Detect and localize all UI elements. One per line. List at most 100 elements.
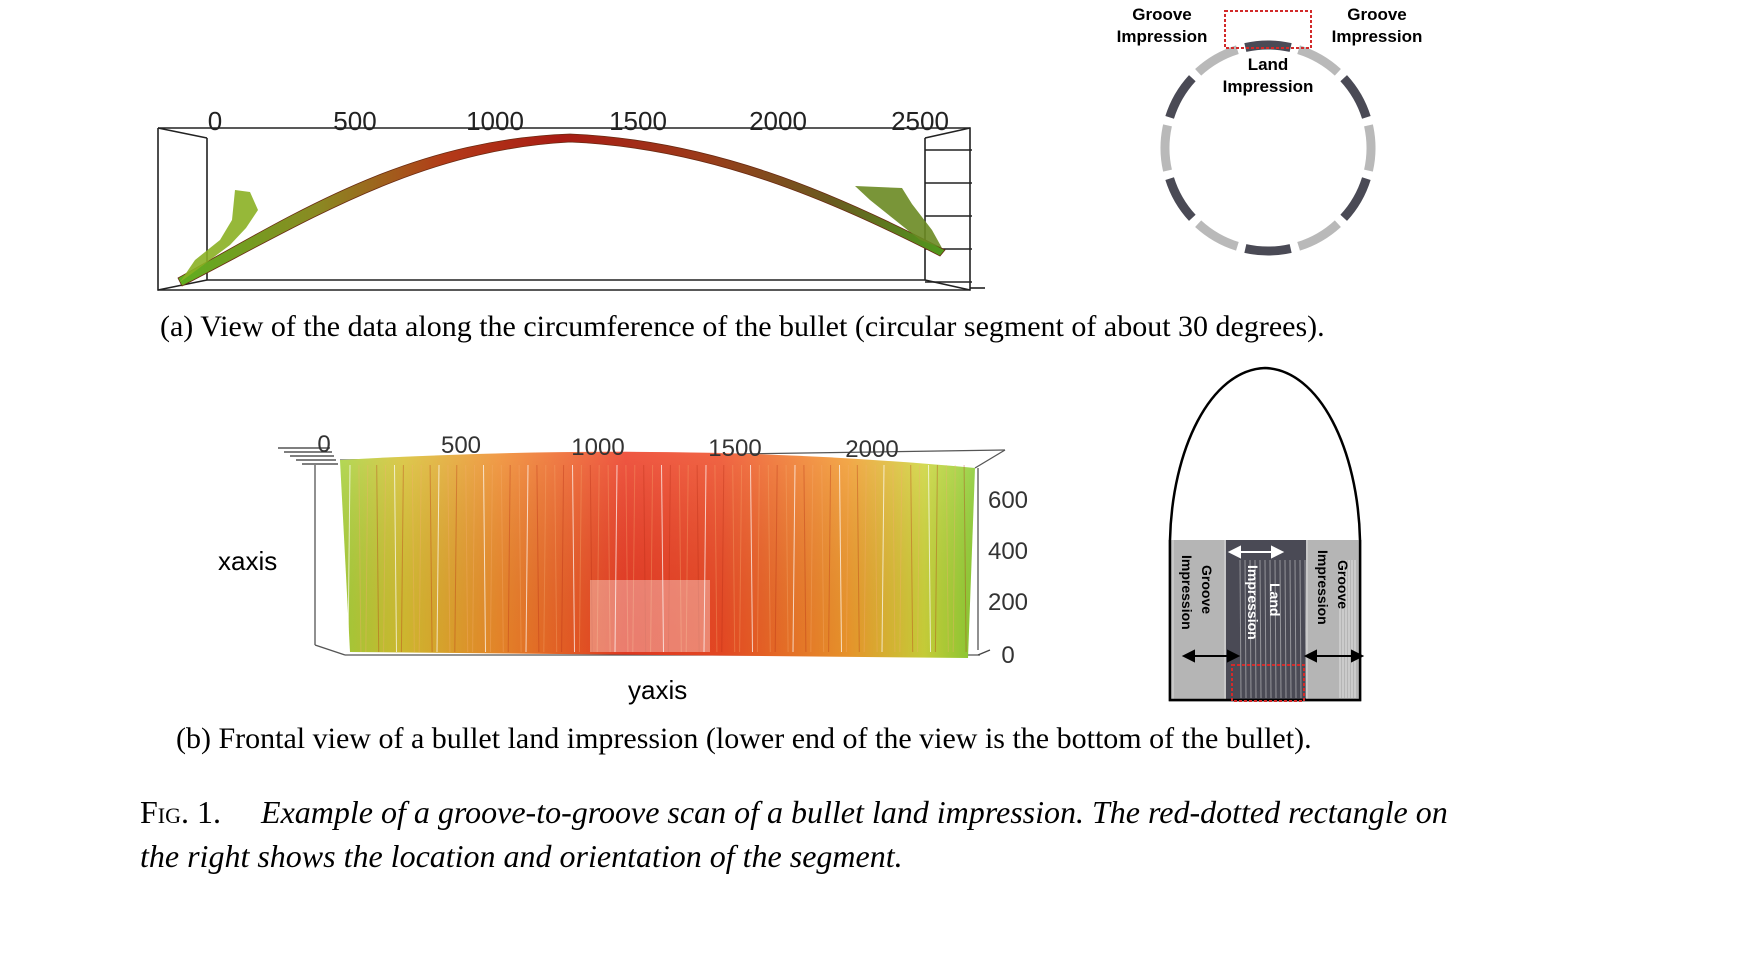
striation-line — [803, 464, 807, 653]
ring-groove-segment — [1297, 220, 1341, 251]
panel-b-x-tick-label: 2000 — [845, 436, 898, 463]
bullet-stripe — [1244, 559, 1247, 699]
ring-land-segment — [1340, 75, 1371, 119]
bullet-groove-right-labels: Impression Groove — [1315, 550, 1351, 625]
bullet-groove-left-label-2: Impression — [1179, 555, 1195, 630]
ring-land-segment — [1165, 75, 1196, 119]
striation-line — [483, 464, 486, 653]
bullet-stripe — [1254, 559, 1257, 699]
circle-groove-left-label-2: Impression — [1117, 27, 1208, 46]
panel-a-x-tick-label: 2000 — [749, 106, 807, 136]
striation-line — [881, 464, 885, 653]
striation-line — [418, 464, 422, 653]
striation-line — [721, 464, 725, 653]
ring-groove-segment — [1195, 220, 1239, 251]
circle-land-label-2: Impression — [1223, 77, 1314, 96]
panel-b-ylabel: xaxis — [218, 546, 278, 576]
bullet-stripe — [1274, 559, 1277, 699]
bullet-land-band-left — [1174, 540, 1224, 700]
striation-line — [892, 464, 896, 653]
striation-line — [696, 464, 700, 653]
striation-line — [750, 464, 753, 653]
striation-line — [465, 464, 469, 653]
striation-line — [714, 464, 718, 653]
striation-line — [934, 464, 938, 653]
striation-line — [821, 464, 825, 653]
figure-caption: Fig. 1. Example of a groove-to-groove sc… — [140, 790, 1460, 878]
striation-line — [917, 464, 921, 653]
bullet-striations — [1239, 559, 1356, 699]
bullet-stripe — [1239, 559, 1242, 699]
striation-line — [661, 464, 664, 653]
striation-line — [874, 464, 878, 653]
bullet-stripe — [1299, 559, 1302, 699]
striation-line — [928, 464, 931, 653]
figure-caption-label: Fig. 1. — [140, 794, 222, 830]
striation-line — [963, 464, 967, 653]
panel-a-x-tick-label: 1000 — [466, 106, 524, 136]
panel-b-striations — [347, 464, 967, 653]
circle-land-label-1: Land — [1248, 55, 1289, 74]
striation-line — [429, 464, 433, 653]
panel-b-z-tick-label: 600 — [988, 487, 1028, 514]
figure-caption-text: Example of a groove-to-groove scan of a … — [140, 794, 1448, 874]
bullet-stripe — [1289, 559, 1292, 699]
striation-line — [554, 464, 558, 653]
striation-line — [810, 464, 814, 653]
panel-a-right-shoulder — [855, 186, 942, 248]
striation-line — [667, 464, 671, 653]
ring-groove-segment — [1195, 45, 1239, 76]
striation-line — [774, 464, 778, 653]
panel-b-x-tick-label: 500 — [441, 432, 481, 459]
panel-a-box — [157, 127, 985, 291]
panel-a-x-ticks: 0 500 1000 1500 2000 2500 — [208, 106, 949, 136]
ring-groove-segment — [1160, 124, 1172, 172]
panel-a-left-shoulder — [180, 190, 258, 282]
panel-a-x-tick-label: 0 — [208, 106, 222, 136]
panel-b-z-tick-label: 200 — [988, 589, 1028, 616]
striation-line — [411, 464, 415, 653]
striation-line — [863, 464, 867, 653]
panel-b-xlabel: yaxis — [628, 675, 688, 705]
bullet-land-label-1: Land — [1267, 583, 1283, 616]
striation-line — [489, 464, 493, 653]
bullet-land-band-right — [1308, 540, 1358, 700]
striation-line — [454, 464, 458, 653]
ring-land-segment — [1340, 177, 1371, 221]
bullet-groove-left-arrow — [1181, 649, 1241, 663]
panel-b-x-tick-label: 1500 — [708, 435, 761, 462]
panel-a-caption: (a) View of the data along the circumfer… — [160, 310, 1325, 343]
striation-line — [518, 464, 522, 653]
striation-line — [839, 464, 842, 653]
striation-line — [739, 464, 743, 653]
circle-groove-left-label-1: Groove — [1132, 5, 1192, 24]
striation-line — [845, 464, 849, 653]
bullet-stripe — [1269, 559, 1272, 699]
striation-line — [792, 464, 796, 653]
striation-line — [632, 464, 636, 653]
striation-line — [596, 464, 600, 653]
surface-highlight — [590, 580, 710, 652]
striation-line — [543, 464, 547, 653]
panel-a-x-tick-label: 500 — [333, 106, 376, 136]
circle-groove-right-label-2: Impression — [1332, 27, 1423, 46]
bullet-groove-left-labels: Impression Groove — [1179, 555, 1215, 630]
striation-line — [347, 464, 351, 653]
striation-line — [625, 464, 629, 653]
striation-line — [436, 464, 440, 653]
striation-line — [394, 464, 397, 653]
bullet-stripe — [1294, 559, 1297, 699]
panel-b-caption: (b) Frontal view of a bullet land impres… — [176, 722, 1312, 755]
striation-line — [589, 464, 593, 653]
panel-b-z-tick-label: 0 — [1001, 642, 1014, 669]
striation-line — [910, 464, 914, 653]
bullet-highlight-box — [1231, 664, 1305, 702]
striation-line — [500, 464, 504, 653]
striation-line — [358, 464, 362, 653]
bullet-groove-left-label-1: Groove — [1199, 565, 1215, 614]
striation-line — [650, 464, 654, 653]
striation-line — [732, 464, 736, 653]
panel-b-x-tick-label: 0 — [317, 431, 330, 458]
striation-line — [561, 464, 565, 653]
